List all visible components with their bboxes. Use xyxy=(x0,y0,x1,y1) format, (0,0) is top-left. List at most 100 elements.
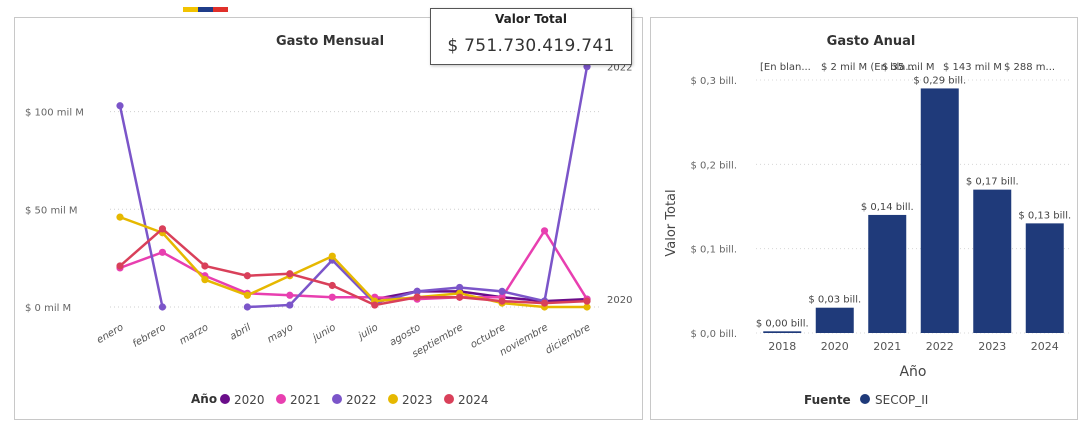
annual-x-tick-label: 2020 xyxy=(821,340,849,353)
monthly-legend-title: Año xyxy=(191,392,217,406)
legend-swatch-2022 xyxy=(332,394,342,404)
annual-x-axis-title: Año xyxy=(899,364,926,380)
monthly-x-tick-label: abril xyxy=(228,322,253,343)
total-value-amount: $ 751.730.419.741 xyxy=(447,36,615,56)
data-point-2024 xyxy=(243,272,251,280)
data-point-2023 xyxy=(201,276,209,284)
brand-color-yellow xyxy=(183,7,198,12)
data-point-2022 xyxy=(158,303,167,311)
data-point-2022 xyxy=(286,301,294,309)
data-point-2022 xyxy=(456,283,464,292)
monthly-spend-chart[interactable]: Gasto Mensual $ 0 mil M $ 50 mil M $ 100 mi… xyxy=(15,18,642,419)
monthly-x-tick-label: junio xyxy=(309,322,337,345)
series-line-2022 xyxy=(118,105,164,308)
data-point-2024 xyxy=(540,299,549,307)
data-point-2022 xyxy=(413,287,421,295)
data-point-2024 xyxy=(456,293,464,301)
data-point-2022 xyxy=(498,287,506,295)
data-point-2024 xyxy=(158,225,167,233)
data-point-2023 xyxy=(328,252,336,260)
annual-x-tick-label: 2024 xyxy=(1031,340,1059,353)
monthly-y-tick-label: $ 100 mil M xyxy=(25,108,84,119)
bar-value-label: $ 0,14 bill. xyxy=(861,202,914,213)
brand-color-blue xyxy=(198,7,213,12)
data-point-2021 xyxy=(286,291,294,299)
legend-swatch-2020 xyxy=(220,394,230,404)
annual-chart-title: Gasto Anual xyxy=(827,34,916,49)
annual-legend-swatch xyxy=(860,394,870,404)
series-end-label-2022: 2022 xyxy=(607,63,632,74)
monthly-x-tick-label: diciembre xyxy=(544,322,593,356)
annual-x-tick-label: 2022 xyxy=(926,340,954,353)
annual-x-tick-label: 2018 xyxy=(768,340,796,353)
data-point-2023 xyxy=(116,213,124,221)
annual-y-tick-label: $ 0,1 bill. xyxy=(691,245,737,256)
data-point-2021 xyxy=(158,248,167,256)
series-line-2024 xyxy=(119,227,588,307)
legend-label-2024: 2024 xyxy=(458,393,489,407)
annual-y-axis-title: Valor Total xyxy=(664,189,679,256)
brand-color-strip xyxy=(183,7,228,12)
data-point-2023 xyxy=(243,291,251,299)
brand-color-red xyxy=(213,7,228,12)
annual-y-tick-label: $ 0,0 bill. xyxy=(691,329,737,340)
data-point-2024 xyxy=(583,297,591,305)
series-2024 xyxy=(116,225,591,309)
annual-top-annotation: $ 35 mil M xyxy=(882,62,935,73)
monthly-x-tick-label: julio xyxy=(355,322,380,343)
annual-spend-chart-panel[interactable]: Gasto Anual $ 0,0 bill. $ 0,1 bill. $ 0,2 b… xyxy=(650,17,1078,420)
bar-2022 xyxy=(920,88,959,333)
monthly-spend-chart-panel[interactable]: Gasto Mensual $ 0 mil M $ 50 mil M $ 100 mi… xyxy=(14,17,643,420)
monthly-x-tick-label: noviembre xyxy=(498,322,550,358)
bar-value-label: $ 0,29 bill. xyxy=(913,75,966,86)
data-point-2024 xyxy=(413,293,421,301)
data-point-2023 xyxy=(583,303,591,311)
annual-legend-title: Fuente xyxy=(804,393,851,407)
data-point-2024 xyxy=(498,297,506,305)
bar-value-label: $ 0,03 bill. xyxy=(808,295,861,306)
data-point-2022 xyxy=(243,303,251,311)
bar-2020 xyxy=(815,307,854,333)
bar-2023 xyxy=(973,189,1012,333)
legend-label-2023: 2023 xyxy=(402,393,433,407)
annual-x-tick-label: 2021 xyxy=(873,340,901,353)
data-point-2024 xyxy=(371,301,379,309)
data-point-2021 xyxy=(540,227,549,235)
legend-swatch-2021 xyxy=(276,394,286,404)
annual-top-annotation: [En blan... xyxy=(760,62,811,73)
monthly-x-tick-label: febrero xyxy=(131,322,168,350)
bar-value-label: $ 0,00 bill. xyxy=(756,318,809,329)
monthly-x-tick-label: agosto xyxy=(388,322,423,348)
bar-2018 xyxy=(763,331,802,333)
bar-2024 xyxy=(1025,223,1064,333)
series-end-label-2020: 2020 xyxy=(607,295,632,306)
monthly-x-tick-label: enero xyxy=(95,322,126,346)
legend-label-2022: 2022 xyxy=(346,393,377,407)
annual-y-tick-label: $ 0,3 bill. xyxy=(691,76,737,87)
series-line-2023 xyxy=(119,215,587,309)
data-point-2024 xyxy=(328,281,336,290)
annual-top-annotation: $ 143 mil M xyxy=(943,62,1002,73)
annual-top-annotation: $ 2 mil M (En bla... xyxy=(821,62,915,73)
series-2021 xyxy=(116,227,591,303)
monthly-y-tick-label: $ 0 mil M xyxy=(25,303,71,314)
annual-y-tick-label: $ 0,2 bill. xyxy=(691,160,737,171)
bar-value-label: $ 0,13 bill. xyxy=(1018,210,1071,221)
data-point-2024 xyxy=(201,262,209,270)
data-point-2021 xyxy=(328,293,336,301)
annual-x-tick-label: 2023 xyxy=(978,340,1006,353)
total-value-card[interactable]: Valor Total $ 751.730.419.741 xyxy=(430,8,632,65)
legend-swatch-2024 xyxy=(444,394,454,404)
annual-top-annotation: $ 288 m... xyxy=(1004,62,1055,73)
bar-value-label: $ 0,17 bill. xyxy=(966,177,1019,188)
series-2022 xyxy=(116,63,591,311)
data-point-2024 xyxy=(116,262,124,270)
monthly-y-tick-label: $ 50 mil M xyxy=(25,205,78,216)
annual-spend-chart[interactable]: Gasto Anual $ 0,0 bill. $ 0,1 bill. $ 0,2 b… xyxy=(651,18,1077,419)
total-value-label: Valor Total xyxy=(495,12,567,26)
data-point-2022 xyxy=(116,102,124,110)
data-point-2024 xyxy=(286,270,294,278)
legend-label-2021: 2021 xyxy=(290,393,321,407)
bar-2021 xyxy=(868,214,907,333)
legend-swatch-2023 xyxy=(388,394,398,404)
